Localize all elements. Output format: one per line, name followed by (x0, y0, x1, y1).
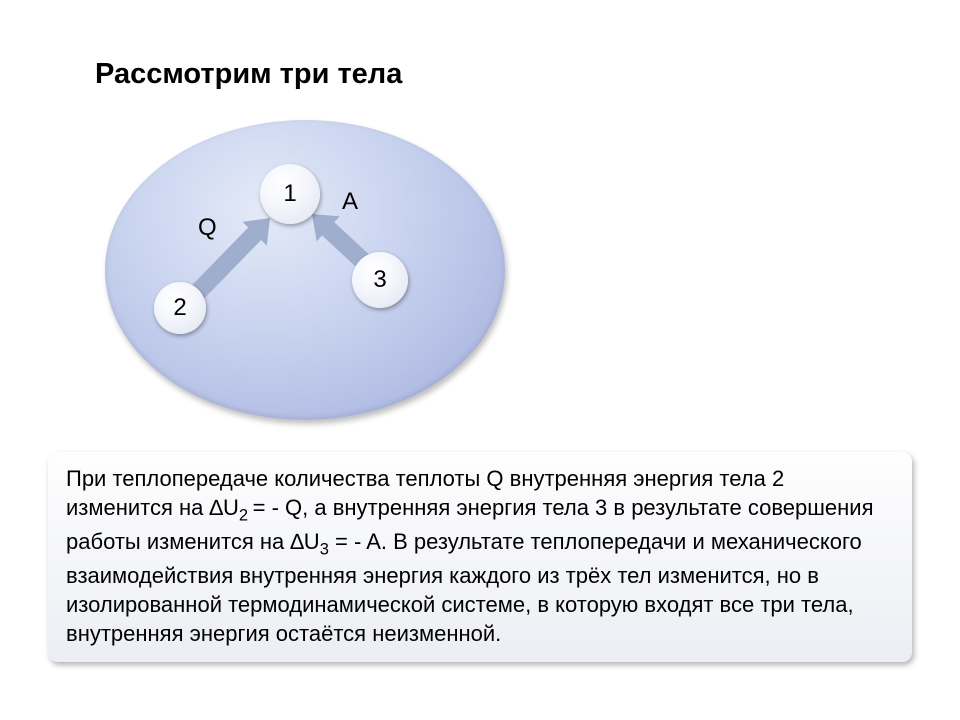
slide: Рассмотрим три тела При теплопередаче ко… (0, 0, 960, 720)
node-3: 3 (352, 252, 408, 308)
node-label: 2 (173, 294, 186, 322)
node-1: 1 (260, 164, 320, 224)
edge-label-q: Q (198, 214, 217, 242)
node-label: 3 (373, 266, 386, 294)
system-ellipse (105, 120, 505, 420)
page-title: Рассмотрим три тела (95, 58, 402, 91)
system-ellipse-shape (105, 120, 505, 420)
edge-label-a: A (342, 188, 358, 216)
explanation-textbox: При теплопередаче количества теплоты Q в… (48, 452, 912, 662)
node-label: 1 (283, 180, 296, 208)
explanation-text: При теплопередаче количества теплоты Q в… (66, 466, 874, 646)
node-2: 2 (154, 282, 206, 334)
